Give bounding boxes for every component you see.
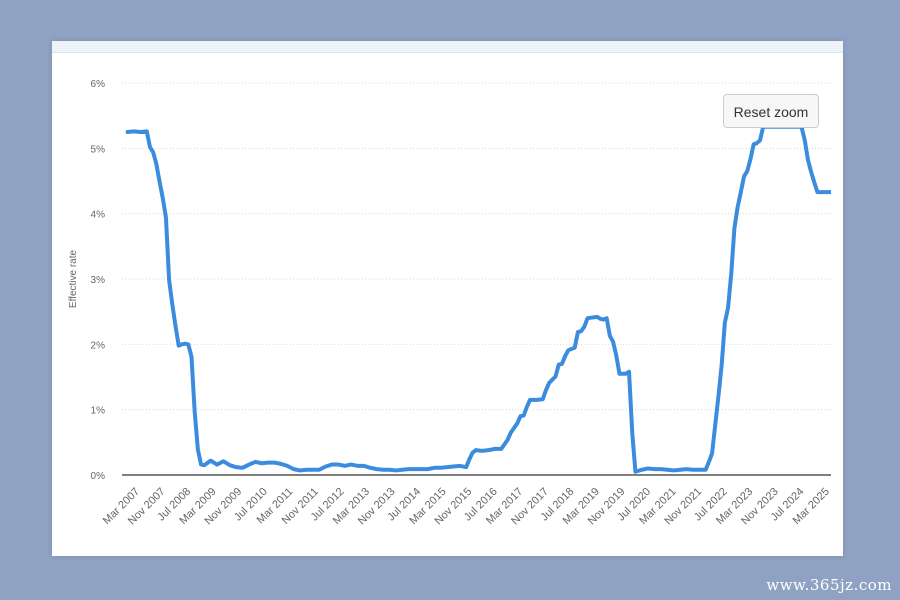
- series-line: [125, 124, 831, 474]
- y-tick-label: 6%: [91, 79, 106, 90]
- y-axis-label: Effective rate: [68, 249, 79, 308]
- chart-card: 0% 1% 2% 3% 4% 5% 6% Mar 2007 Nov 2007 Jul 2008 M…: [52, 41, 843, 556]
- y-tick-label: 3%: [91, 275, 106, 286]
- card-top-strip: [52, 41, 843, 53]
- reset-zoom-button[interactable]: Reset zoom: [723, 94, 819, 128]
- grid-lines: [122, 82, 831, 476]
- y-tick-labels: 0% 1% 2% 3% 4% 5% 6%: [91, 79, 106, 482]
- watermark-text: www.365jz.com: [766, 576, 892, 594]
- y-tick-label: 2%: [91, 340, 106, 351]
- y-tick-label: 5%: [91, 144, 106, 155]
- y-tick-label: 4%: [91, 210, 106, 221]
- y-tick-label: 1%: [91, 406, 106, 417]
- y-tick-label: 0%: [91, 471, 106, 482]
- series-layer: [125, 124, 831, 474]
